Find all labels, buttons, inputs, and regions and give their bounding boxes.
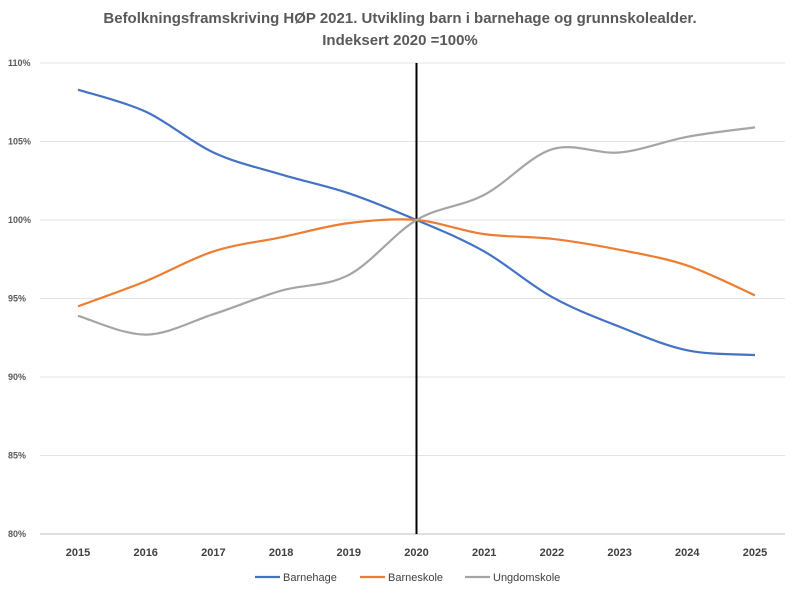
x-tick-label: 2021	[472, 547, 496, 559]
x-tick-label: 2022	[540, 547, 564, 559]
y-tick-label: 80%	[8, 529, 26, 539]
x-tick-label: 2019	[337, 547, 361, 559]
x-tick-label: 2024	[675, 547, 700, 559]
legend-label-barnehage: Barnehage	[283, 572, 337, 584]
x-tick-label: 2016	[133, 547, 157, 559]
y-tick-label: 85%	[8, 451, 26, 461]
chart-subtitle: Indeksert 2020 =100%	[322, 32, 478, 49]
x-tick-label: 2017	[201, 547, 225, 559]
y-tick-label: 95%	[8, 294, 26, 304]
y-tick-label: 100%	[8, 215, 31, 225]
y-tick-label: 110%	[8, 58, 31, 68]
legend-label-barneskole: Barneskole	[388, 572, 443, 584]
x-tick-label: 2020	[404, 547, 428, 559]
series-line-ungdomskole	[77, 126, 756, 336]
legend-label-ungdomskole: Ungdomskole	[493, 572, 560, 584]
x-tick-label: 2018	[269, 547, 293, 559]
chart-title: Befolkningsframskriving HØP 2021. Utvikl…	[103, 10, 697, 27]
x-tick-label: 2025	[743, 547, 767, 559]
y-tick-label: 105%	[8, 137, 31, 147]
y-tick-label: 90%	[8, 372, 26, 382]
x-tick-label: 2023	[607, 547, 631, 559]
x-tick-label: 2015	[66, 547, 90, 559]
